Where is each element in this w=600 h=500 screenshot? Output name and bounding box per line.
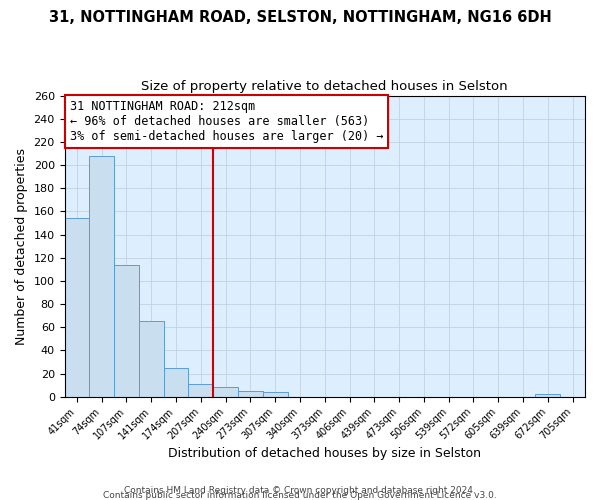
Bar — [213, 388, 238, 396]
Title: Size of property relative to detached houses in Selston: Size of property relative to detached ho… — [142, 80, 508, 93]
Bar — [89, 156, 114, 396]
Bar — [164, 368, 188, 396]
Bar — [188, 384, 213, 396]
Y-axis label: Number of detached properties: Number of detached properties — [15, 148, 28, 344]
Text: 31 NOTTINGHAM ROAD: 212sqm
← 96% of detached houses are smaller (563)
3% of semi: 31 NOTTINGHAM ROAD: 212sqm ← 96% of deta… — [70, 100, 383, 143]
Text: Contains public sector information licensed under the Open Government Licence v3: Contains public sector information licen… — [103, 491, 497, 500]
Bar — [65, 218, 89, 396]
Bar — [139, 322, 164, 396]
Bar — [263, 392, 287, 396]
Bar — [114, 264, 139, 396]
Bar — [535, 394, 560, 396]
Text: 31, NOTTINGHAM ROAD, SELSTON, NOTTINGHAM, NG16 6DH: 31, NOTTINGHAM ROAD, SELSTON, NOTTINGHAM… — [49, 10, 551, 25]
Text: Contains HM Land Registry data © Crown copyright and database right 2024.: Contains HM Land Registry data © Crown c… — [124, 486, 476, 495]
Bar — [238, 391, 263, 396]
X-axis label: Distribution of detached houses by size in Selston: Distribution of detached houses by size … — [168, 447, 481, 460]
